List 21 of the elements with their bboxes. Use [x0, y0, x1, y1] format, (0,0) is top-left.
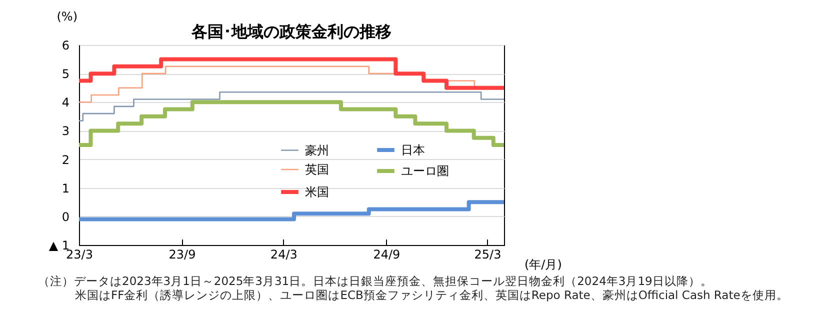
- y-tick-label: 5: [62, 67, 70, 82]
- y-tick-label: 0: [62, 210, 70, 224]
- y-tick-label: 3: [62, 124, 70, 138]
- legend-label: ユーロ圏: [400, 164, 449, 178]
- y-tick-label: 2: [62, 152, 70, 167]
- legend-label: 米国: [304, 185, 329, 199]
- text: 米国はFF金利（誘導レンジの上限）、ユーロ圏はECB預金ファシリティ金利、英国はRepo Rate、豪州はOfficial Cash Rateを使用。: [74, 288, 788, 302]
- x-tick-label: 25/3: [474, 248, 502, 262]
- x-axis-title: (年/月): [524, 258, 562, 272]
- x-tick-label: 24/3: [270, 248, 298, 262]
- legend-label: 英国: [304, 162, 329, 176]
- y-tick-label: 4: [62, 96, 70, 110]
- x-tick-label: 23/9: [168, 248, 196, 262]
- y-tick-label: 6: [62, 38, 70, 52]
- y-axis-title: (%): [56, 10, 78, 24]
- chart-title: 各国･地域の政策金利の推移: [190, 22, 392, 41]
- text: （注）データは2023年3月1日～2025年3月31日。日本は日銀当座預金、無担保コール翌日物金利（2024年3月19日以降）。: [38, 274, 714, 288]
- x-tick-label: 24/9: [373, 248, 400, 262]
- y-tick-label: 1: [62, 181, 70, 196]
- legend-label: 豪州: [304, 143, 329, 158]
- legend-label: 日本: [400, 143, 425, 157]
